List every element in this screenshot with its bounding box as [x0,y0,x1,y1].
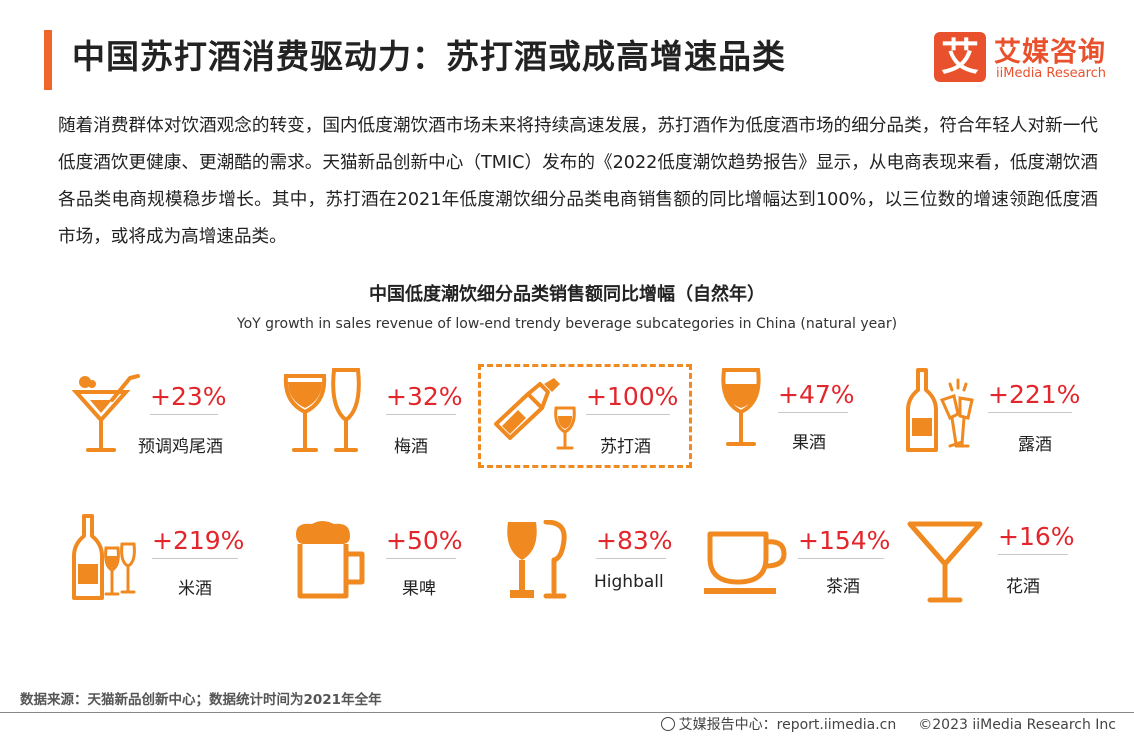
value-underline [386,414,456,415]
highlight-box [478,364,692,468]
category-label: Highball [594,572,664,592]
value-label: +50% [386,526,463,555]
logo-mark-icon: 艾 [934,32,986,82]
category-label: 苏打酒 [600,437,651,457]
category-label: 茶酒 [826,577,860,597]
value-label: +16% [998,522,1075,551]
value-underline [596,558,666,559]
soda-bottle-icon [494,378,576,450]
bottle-champagne-icon [906,368,974,452]
value-underline [386,558,456,559]
footer-divider [0,712,1134,713]
value-label: +219% [152,526,245,555]
category-item: +50% 果啤 [292,520,502,610]
logo-name-en: iiMedia Research [996,66,1107,81]
highball-glasses-icon [507,520,567,599]
footer: 艾媒报告中心：report.iimedia.cn ©2023 iiMedia Re… [660,714,1116,734]
category-item: +16% 花酒 [906,518,1116,608]
title-accent-bar [44,30,52,90]
chart-title: 中国低度潮饮细分品类销售额同比增幅（自然年） [369,284,765,305]
value-label: +23% [150,382,227,411]
category-item: +100% 苏打酒 [490,376,700,466]
bottle-glasses-icon [72,514,136,600]
category-item: +83% Highball [506,520,716,610]
category-item: +32% 梅酒 [282,368,492,458]
category-label: 露酒 [1018,435,1052,455]
value-label: +100% [586,382,679,411]
beer-mug-icon [296,521,365,599]
category-label: 花酒 [1006,577,1040,597]
cocktail-icon [71,374,140,452]
value-underline [150,414,218,415]
category-item: +154% 茶酒 [704,522,914,612]
category-label: 果酒 [792,433,826,453]
wine-glass-icon [721,368,761,446]
value-underline [586,414,670,415]
chart-subtitle: YoY growth in sales revenue of low-end t… [236,316,898,332]
value-underline [998,554,1068,555]
report-site-link[interactable]: 艾媒报告中心：report.iimedia.cn [678,717,897,733]
category-item: +23% 预调鸡尾酒 [70,370,280,460]
value-underline [778,412,848,413]
copyright-text: ©2023 iiMedia Research Inc [918,717,1116,733]
category-item: +219% 米酒 [70,512,280,602]
value-underline [988,412,1072,413]
brand-logo: 艾 艾媒咨询 iiMedia Research [934,28,1114,88]
value-label: +83% [596,526,673,555]
logo-name-cn: 艾媒咨询 [994,37,1106,68]
category-item: +47% 果酒 [718,366,928,456]
intro-paragraph: 随着消费群体对饮酒观念的转变，国内低度潮饮酒市场未来将持续高速发展，苏打酒作为低… [58,116,1098,247]
category-label: 米酒 [178,579,212,599]
value-underline [798,558,884,559]
tea-cup-icon [704,531,787,594]
wine-glasses-icon [283,368,361,452]
page-title: 中国苏打酒消费驱动力：苏打酒或成高增速品类 [72,37,786,76]
value-label: +47% [778,380,855,409]
value-label: +154% [798,526,891,555]
value-label: +221% [988,380,1081,409]
data-source-note: 数据来源：天猫新品创新中心；数据统计时间为2021年全年 [20,692,382,708]
value-underline [152,558,238,559]
category-item: +221% 露酒 [906,366,1116,456]
category-label: 梅酒 [394,437,428,457]
value-label: +32% [386,382,463,411]
globe-icon [660,717,675,731]
category-label: 预调鸡尾酒 [138,437,223,457]
martini-glass-icon [907,521,983,603]
category-label: 果啤 [402,579,436,599]
